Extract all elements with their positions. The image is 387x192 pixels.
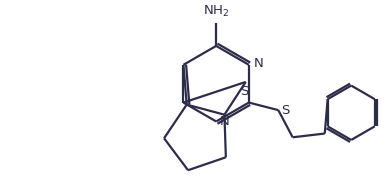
Text: NH$_2$: NH$_2$ <box>203 4 229 19</box>
Text: S: S <box>281 104 290 117</box>
Text: N: N <box>253 57 263 70</box>
Text: N: N <box>220 115 229 128</box>
Text: S: S <box>240 85 248 98</box>
